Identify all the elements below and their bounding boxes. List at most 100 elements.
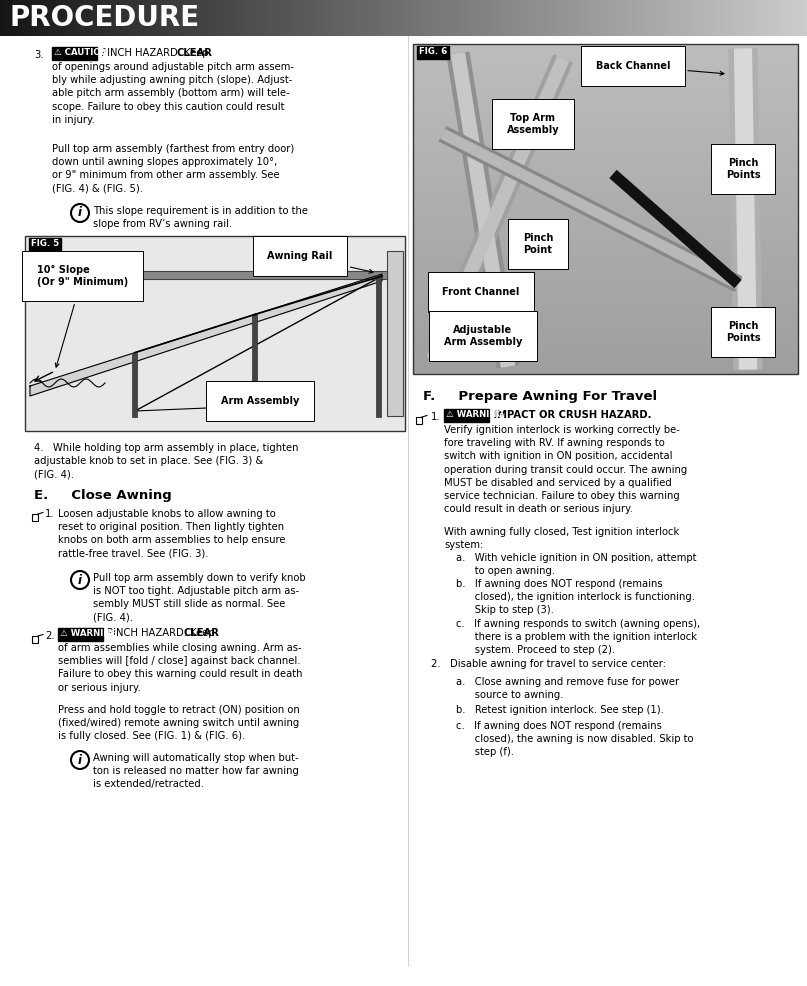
- Bar: [486, 0, 487, 36]
- Bar: [86, 0, 87, 36]
- Bar: [226, 0, 227, 36]
- Bar: [11, 0, 12, 36]
- Bar: [289, 0, 290, 36]
- Bar: [626, 0, 627, 36]
- Bar: [764, 0, 765, 36]
- Bar: [413, 258, 798, 259]
- Bar: [618, 0, 619, 36]
- Bar: [413, 251, 798, 252]
- Bar: [366, 0, 367, 36]
- Bar: [590, 0, 591, 36]
- Bar: [548, 0, 549, 36]
- Bar: [413, 287, 798, 288]
- Bar: [328, 0, 329, 36]
- Bar: [142, 0, 143, 36]
- Bar: [413, 241, 798, 242]
- Bar: [271, 0, 272, 36]
- Bar: [413, 181, 798, 182]
- Bar: [92, 0, 93, 36]
- Bar: [598, 0, 599, 36]
- Bar: [214, 0, 215, 36]
- Bar: [606, 0, 607, 36]
- Bar: [413, 336, 798, 337]
- Bar: [146, 0, 147, 36]
- Bar: [659, 0, 660, 36]
- Bar: [413, 307, 798, 308]
- Bar: [620, 0, 621, 36]
- Bar: [413, 362, 798, 363]
- Bar: [413, 373, 798, 374]
- Bar: [709, 0, 710, 36]
- Bar: [446, 0, 447, 36]
- Bar: [413, 153, 798, 154]
- Bar: [472, 0, 473, 36]
- Bar: [735, 0, 736, 36]
- Bar: [46, 0, 47, 36]
- Bar: [314, 0, 315, 36]
- Bar: [594, 0, 595, 36]
- Bar: [394, 0, 395, 36]
- Bar: [608, 0, 609, 36]
- Bar: [381, 0, 382, 36]
- Bar: [413, 353, 798, 354]
- Bar: [413, 188, 798, 189]
- Polygon shape: [439, 127, 742, 291]
- Text: CLEAR: CLEAR: [183, 628, 220, 639]
- Text: i: i: [78, 206, 82, 220]
- Bar: [767, 0, 768, 36]
- Bar: [413, 193, 798, 194]
- Bar: [650, 0, 651, 36]
- Bar: [440, 0, 441, 36]
- Bar: [617, 0, 618, 36]
- Bar: [713, 0, 714, 36]
- Bar: [480, 0, 481, 36]
- Bar: [413, 116, 798, 117]
- Bar: [186, 0, 187, 36]
- Bar: [31, 0, 32, 36]
- Bar: [242, 0, 243, 36]
- Bar: [306, 0, 307, 36]
- Text: 2.: 2.: [45, 631, 55, 641]
- Bar: [698, 0, 699, 36]
- Bar: [199, 0, 200, 36]
- Bar: [158, 0, 159, 36]
- Bar: [413, 346, 798, 347]
- Bar: [642, 0, 643, 36]
- Bar: [413, 311, 798, 312]
- Bar: [509, 0, 510, 36]
- Bar: [376, 0, 377, 36]
- Bar: [661, 0, 662, 36]
- Bar: [556, 0, 557, 36]
- Bar: [413, 66, 798, 67]
- Bar: [377, 0, 378, 36]
- Bar: [413, 372, 798, 373]
- Bar: [425, 0, 426, 36]
- Text: IMPACT OR CRUSH HAZARD.: IMPACT OR CRUSH HAZARD.: [491, 409, 652, 419]
- Bar: [102, 0, 103, 36]
- Bar: [413, 244, 798, 245]
- Bar: [619, 0, 620, 36]
- Bar: [413, 85, 798, 86]
- Bar: [120, 0, 121, 36]
- Bar: [145, 0, 146, 36]
- Bar: [123, 0, 124, 36]
- Bar: [637, 0, 638, 36]
- Text: Pinch
Point: Pinch Point: [523, 233, 553, 254]
- Bar: [413, 83, 798, 84]
- Text: of openings around adjustable pitch arm assem-
bly while adjusting awning pitch : of openings around adjustable pitch arm …: [52, 62, 294, 125]
- Bar: [750, 0, 751, 36]
- Bar: [578, 0, 579, 36]
- Bar: [726, 0, 727, 36]
- Bar: [546, 0, 547, 36]
- Bar: [413, 216, 798, 217]
- Bar: [206, 0, 207, 36]
- Bar: [795, 0, 796, 36]
- Bar: [67, 0, 68, 36]
- Bar: [664, 0, 665, 36]
- Bar: [413, 210, 798, 211]
- Bar: [307, 0, 308, 36]
- Bar: [201, 0, 202, 36]
- Bar: [413, 363, 798, 364]
- Bar: [572, 0, 573, 36]
- Bar: [628, 0, 629, 36]
